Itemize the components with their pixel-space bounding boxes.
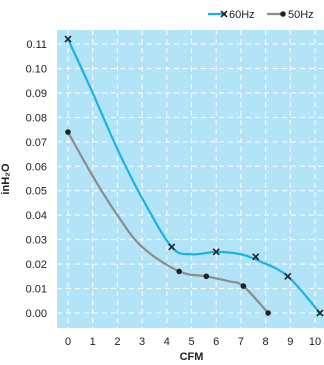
point-50hz [265,310,271,316]
point-50hz [65,129,71,135]
legend: 60Hz 50Hz [208,9,314,21]
y-tick-label: 0.06 [26,161,47,173]
y-tick-label: 0.08 [26,112,47,124]
point-50hz [176,268,182,275]
legend-entry-60hz: 60Hz [208,9,255,21]
series-line-60hz [66,38,322,315]
point-60hz [284,272,292,280]
marker-stroke [168,243,176,251]
y-tick-label: 0.05 [26,186,47,198]
point-60hz [168,243,176,251]
y-tick-label: 0.07 [26,137,47,149]
x-tick-label: 3 [139,336,145,348]
y-tick-label: 0.04 [26,210,47,222]
grid [57,30,324,328]
x-tick-label: 5 [188,336,194,348]
point-60hz [316,309,324,317]
plot-area [57,30,324,328]
legend-marker [220,10,228,18]
point-60hz [212,248,220,256]
legend-label-50hz: 50Hz [288,9,314,21]
y-tick-label: 0.01 [26,284,47,296]
x-tick-label: 4 [164,336,170,348]
y-tick-label: 0.03 [26,235,47,247]
marker-stroke [212,248,220,256]
x-tick-label: 7 [238,336,244,348]
marker-stroke [64,35,72,43]
x-tick-label: 0 [65,336,71,348]
series-50hz [65,129,271,316]
y-axis-label: inH₂O [0,163,12,195]
point-50hz [203,273,210,280]
x-axis-label: CFM [180,351,204,363]
x-tick-label: 9 [287,336,293,348]
y-tick-label: 0.00 [26,308,47,320]
y-tick-label: 0.02 [26,259,47,271]
point-50hz [240,283,247,289]
marker-stroke [252,253,260,261]
legend-label-60hz: 60Hz [229,9,255,21]
marker-stroke [284,272,292,280]
x-tick-label: 1 [90,336,96,348]
legend-entry-50hz: 50Hz [267,9,314,21]
x-tick-label: 2 [114,336,120,348]
series-60hz [64,35,324,317]
x-tick-label: 6 [213,336,219,348]
marker-stroke [316,309,324,317]
legend-marker [280,11,286,17]
x-tick-label: 10 [309,336,321,348]
y-tick-label: 0.10 [26,63,47,75]
y-tick-label: 0.11 [26,39,47,51]
point-60hz [252,253,260,261]
y-tick-label: 0.09 [26,88,47,100]
point-60hz [64,35,72,43]
x-tick-label: 8 [263,336,269,348]
